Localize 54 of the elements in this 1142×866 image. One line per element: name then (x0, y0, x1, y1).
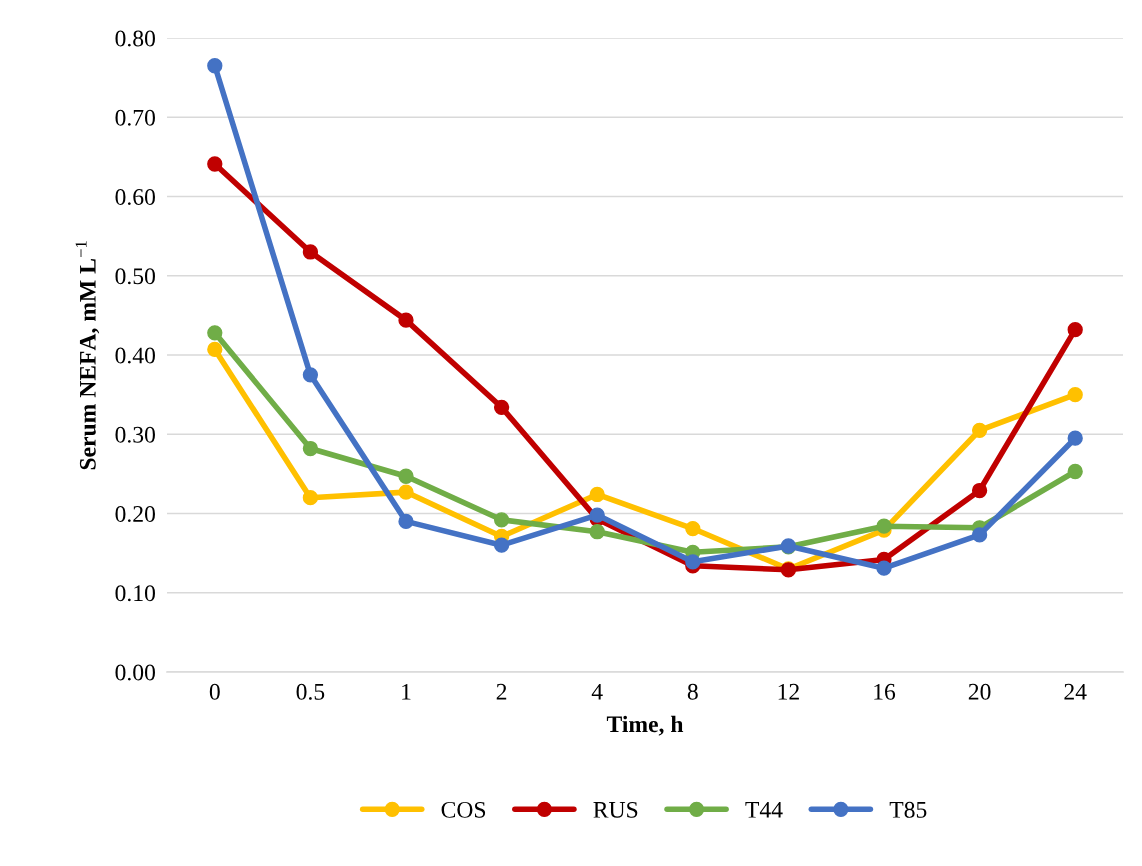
y-tick-label: 0.80 (115, 30, 155, 47)
point (398, 312, 414, 328)
y-tick-label: 0.00 (115, 664, 155, 681)
x-tick-label: 24 (1064, 683, 1087, 700)
point (207, 156, 223, 172)
point (876, 518, 892, 534)
y-tick-label: 0.50 (115, 268, 155, 285)
legend-label: T85 (889, 801, 927, 818)
point (302, 440, 319, 457)
point (1067, 386, 1083, 403)
x-tick-label: 2 (496, 683, 507, 700)
point (971, 527, 988, 543)
y-tick-label: 0.60 (115, 188, 155, 206)
point (398, 513, 414, 530)
x-tick-label: 20 (968, 683, 991, 700)
y-tick-label: 0.30 (115, 426, 155, 443)
y-tick-label: 0.40 (115, 347, 155, 364)
point (207, 325, 223, 341)
x-axis-title: Time, h (606, 715, 684, 736)
legend-label: T44 (745, 802, 783, 818)
x-tick-label: 16 (874, 683, 896, 700)
point (876, 560, 892, 576)
point (1067, 322, 1083, 338)
point (493, 512, 510, 528)
x-tick-label: 12 (778, 683, 799, 700)
point (207, 341, 223, 358)
y-axis-title: Serum NEFA, mM L$^{−1}$ (75, 241, 100, 470)
point (1067, 463, 1083, 480)
x-tick-label: 8 (687, 683, 698, 700)
x-tick-label: 4 (591, 683, 603, 700)
legend-label: COS (441, 801, 486, 818)
point (589, 524, 605, 540)
point (589, 486, 605, 503)
point (207, 58, 223, 74)
point (302, 490, 319, 506)
point (685, 520, 701, 537)
y-tick-label: 0.20 (115, 505, 155, 523)
point (685, 554, 701, 570)
point (493, 399, 510, 415)
point (398, 484, 414, 500)
point (302, 367, 319, 383)
point (1067, 430, 1083, 446)
point (493, 537, 510, 553)
legend-label: RUS (593, 801, 638, 818)
point (971, 482, 988, 499)
point (971, 422, 988, 438)
x-tick-label: 0.5 (296, 683, 325, 700)
point (589, 507, 605, 523)
point (302, 244, 319, 260)
x-tick-label: 1 (402, 683, 411, 700)
y-tick-label: 0.10 (115, 585, 155, 602)
point (398, 468, 414, 484)
x-tick-label: 0 (209, 683, 220, 700)
y-tick-label: 0.70 (115, 109, 155, 126)
